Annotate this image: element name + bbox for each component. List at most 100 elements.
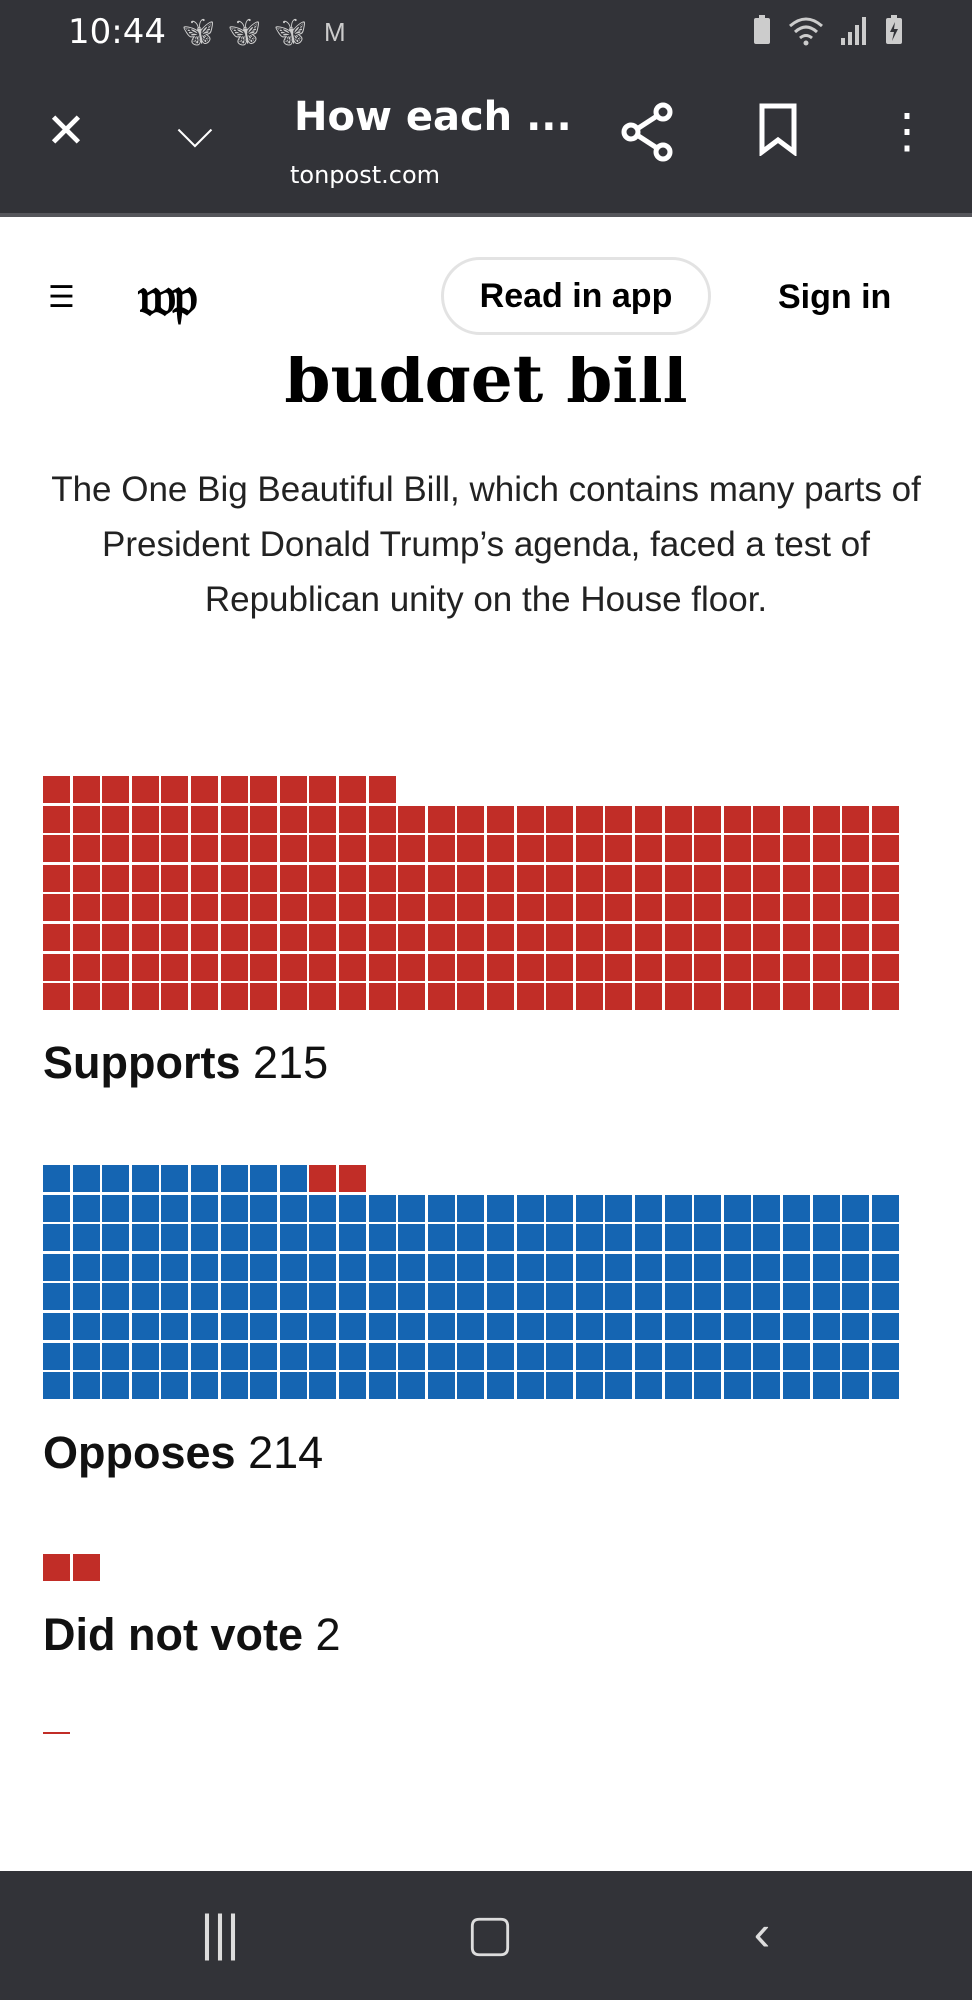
waffle-cell xyxy=(339,1194,366,1222)
waffle-cell xyxy=(842,1342,870,1370)
waffle-cell xyxy=(368,924,396,951)
close-icon[interactable]: ✕ xyxy=(45,105,87,158)
waffle-cell xyxy=(309,1165,337,1192)
waffle-cell xyxy=(516,1313,544,1340)
butterfly-icon: 🦋︎ xyxy=(274,17,308,47)
waffle-cell xyxy=(694,805,722,833)
waffle-cell xyxy=(43,953,70,981)
waffle-cell xyxy=(250,983,278,1011)
waffle-cell xyxy=(368,1194,396,1222)
waffle-cell xyxy=(694,924,722,951)
home-icon[interactable]: ▢ xyxy=(466,1905,514,1961)
waffle-cell xyxy=(161,1313,189,1340)
waffle-cell xyxy=(635,864,662,892)
waffle-cell xyxy=(398,1313,426,1340)
waffle-cell xyxy=(457,953,485,981)
waffle-cell xyxy=(427,894,455,922)
waffle-cell xyxy=(279,1313,307,1340)
waffle-cell xyxy=(161,1342,189,1370)
waffle-cell xyxy=(43,924,70,951)
waffle-cell xyxy=(635,924,662,951)
page-title: How each ... xyxy=(294,94,572,140)
waffle-cell xyxy=(723,835,751,863)
waffle-cell xyxy=(635,1194,662,1222)
waffle-cell xyxy=(161,1224,189,1252)
waffle-cell xyxy=(694,1313,722,1340)
waffle-cell xyxy=(72,1165,100,1192)
waffle-cell xyxy=(43,1342,70,1370)
back-icon[interactable]: ‹ xyxy=(753,1905,771,1961)
waffle-cell xyxy=(457,983,485,1011)
waffle-cell xyxy=(812,864,840,892)
waffle-cell xyxy=(72,1342,100,1370)
waffle-cell xyxy=(72,1313,100,1340)
waffle-cell xyxy=(605,953,633,981)
waffle-cell xyxy=(516,953,544,981)
butterfly-icon: 🦋︎ xyxy=(182,17,216,47)
waffle-cell xyxy=(102,1165,130,1192)
waffle-cell xyxy=(487,1224,514,1252)
waffle-cell xyxy=(220,776,248,803)
sign-in-link[interactable]: Sign in xyxy=(778,278,892,316)
waffle-cell xyxy=(191,835,218,863)
waffle-cell xyxy=(753,1342,781,1370)
waffle-cell xyxy=(546,864,574,892)
waffle-cell xyxy=(309,835,337,863)
butterfly-icon: 🦋︎ xyxy=(228,17,262,47)
waffle-cell xyxy=(842,1372,870,1400)
waffle-cell xyxy=(427,924,455,951)
waffle-cell xyxy=(368,1253,396,1281)
washington-post-logo[interactable]: 𝔴𝔭 xyxy=(138,263,198,329)
chevron-down-icon[interactable]: ⌵ xyxy=(176,105,214,158)
waffle-cell xyxy=(161,1165,189,1192)
waffle-cell xyxy=(43,1194,70,1222)
waffle-cell xyxy=(812,1313,840,1340)
waffle-cell xyxy=(102,1313,130,1340)
waffle-cell xyxy=(102,894,130,922)
waffle-cell xyxy=(635,983,662,1011)
waffle-cell xyxy=(812,1372,840,1400)
waffle-cell xyxy=(516,1342,544,1370)
waffle-cell xyxy=(575,1313,603,1340)
recent-apps-icon[interactable]: ||| xyxy=(200,1905,240,1961)
waffle-cell xyxy=(575,1194,603,1222)
waffle-cell xyxy=(605,805,633,833)
waffle-cell xyxy=(279,776,307,803)
waffle-cell xyxy=(131,1165,159,1192)
waffle-cell xyxy=(871,1224,899,1252)
waffle-cell xyxy=(309,1372,337,1400)
waffle-cell xyxy=(191,1253,218,1281)
waffle-cell xyxy=(279,835,307,863)
waffle-cell xyxy=(102,1224,130,1252)
waffle-cell xyxy=(457,1224,485,1252)
waffle-cell xyxy=(694,864,722,892)
waffle-cell xyxy=(131,983,159,1011)
waffle-cell xyxy=(102,983,130,1011)
waffle-cell xyxy=(43,1253,70,1281)
waffle-cell xyxy=(812,953,840,981)
waffle-cell xyxy=(723,983,751,1011)
waffle-cell xyxy=(516,805,544,833)
waffle-cell xyxy=(516,835,544,863)
waffle-cell xyxy=(339,1313,366,1340)
waffle-cell xyxy=(783,953,810,981)
bookmark-icon[interactable] xyxy=(748,102,808,171)
waffle-cell xyxy=(339,776,366,803)
more-options-icon[interactable]: ⋮ xyxy=(883,105,931,158)
waffle-cell xyxy=(516,983,544,1011)
waffle-cell xyxy=(279,1283,307,1311)
waffle-cell xyxy=(220,864,248,892)
article-headline: budget bill xyxy=(0,356,972,402)
waffle-cell xyxy=(220,1283,248,1311)
waffle-cell xyxy=(250,953,278,981)
waffle-cell xyxy=(131,1372,159,1400)
read-in-app-button[interactable]: Read in app xyxy=(441,257,711,335)
waffle-cell xyxy=(546,894,574,922)
share-icon[interactable] xyxy=(618,102,678,177)
waffle-cell xyxy=(664,1372,692,1400)
menu-search-icon[interactable]: ☰ xyxy=(48,281,75,314)
waffle-cell xyxy=(516,1253,544,1281)
waffle-cell xyxy=(516,1283,544,1311)
waffle-cell xyxy=(368,835,396,863)
waffle-cell xyxy=(427,1372,455,1400)
